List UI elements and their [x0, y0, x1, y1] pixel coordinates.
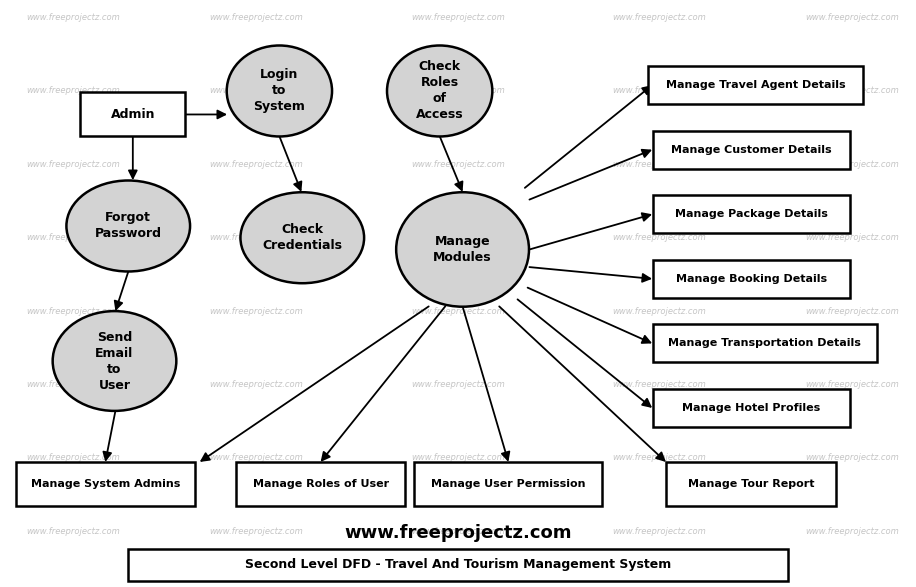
Text: www.freeprojectz.com: www.freeprojectz.com: [210, 86, 303, 96]
Text: www.freeprojectz.com: www.freeprojectz.com: [210, 13, 303, 22]
FancyBboxPatch shape: [16, 463, 195, 506]
Text: www.freeprojectz.com: www.freeprojectz.com: [27, 160, 120, 169]
Text: www.freeprojectz.com: www.freeprojectz.com: [27, 233, 120, 242]
Text: www.freeprojectz.com: www.freeprojectz.com: [805, 527, 899, 536]
Text: Admin: Admin: [111, 108, 155, 121]
Text: www.freeprojectz.com: www.freeprojectz.com: [613, 453, 706, 463]
Ellipse shape: [52, 311, 176, 411]
Text: Second Level DFD - Travel And Tourism Management System: Second Level DFD - Travel And Tourism Ma…: [245, 558, 671, 571]
FancyBboxPatch shape: [652, 195, 849, 233]
FancyBboxPatch shape: [652, 389, 849, 427]
Text: www.freeprojectz.com: www.freeprojectz.com: [805, 380, 899, 389]
FancyBboxPatch shape: [652, 130, 849, 169]
Text: Manage Travel Agent Details: Manage Travel Agent Details: [666, 80, 845, 90]
Text: www.freeprojectz.com: www.freeprojectz.com: [411, 13, 505, 22]
Text: Manage Transportation Details: Manage Transportation Details: [669, 338, 861, 349]
Text: www.freeprojectz.com: www.freeprojectz.com: [210, 527, 303, 536]
Text: www.freeprojectz.com: www.freeprojectz.com: [613, 86, 706, 96]
Text: www.freeprojectz.com: www.freeprojectz.com: [411, 453, 505, 463]
Text: www.freeprojectz.com: www.freeprojectz.com: [805, 306, 899, 316]
Text: www.freeprojectz.com: www.freeprojectz.com: [411, 380, 505, 389]
Text: Send
Email
to
User: Send Email to User: [95, 330, 134, 392]
Text: www.freeprojectz.com: www.freeprojectz.com: [411, 527, 505, 536]
Text: Manage
Modules: Manage Modules: [433, 235, 492, 264]
Text: Manage Tour Report: Manage Tour Report: [688, 479, 814, 490]
Text: www.freeprojectz.com: www.freeprojectz.com: [344, 524, 572, 542]
Text: www.freeprojectz.com: www.freeprojectz.com: [613, 160, 706, 169]
Ellipse shape: [66, 181, 191, 271]
Text: www.freeprojectz.com: www.freeprojectz.com: [27, 86, 120, 96]
Text: Manage Roles of User: Manage Roles of User: [253, 479, 388, 490]
Text: Manage Package Details: Manage Package Details: [675, 209, 827, 220]
FancyBboxPatch shape: [666, 463, 835, 506]
Text: www.freeprojectz.com: www.freeprojectz.com: [411, 160, 505, 169]
Text: Manage System Admins: Manage System Admins: [30, 479, 180, 490]
FancyBboxPatch shape: [649, 66, 863, 104]
Text: Check
Roles
of
Access: Check Roles of Access: [416, 60, 463, 122]
Ellipse shape: [387, 46, 493, 137]
Text: www.freeprojectz.com: www.freeprojectz.com: [613, 306, 706, 316]
Text: www.freeprojectz.com: www.freeprojectz.com: [805, 160, 899, 169]
Text: Login
to
System: Login to System: [254, 69, 305, 113]
FancyBboxPatch shape: [128, 548, 788, 581]
Text: www.freeprojectz.com: www.freeprojectz.com: [411, 86, 505, 96]
Text: www.freeprojectz.com: www.freeprojectz.com: [27, 13, 120, 22]
Ellipse shape: [226, 46, 332, 137]
Text: www.freeprojectz.com: www.freeprojectz.com: [27, 380, 120, 389]
FancyBboxPatch shape: [652, 259, 849, 298]
Text: www.freeprojectz.com: www.freeprojectz.com: [210, 160, 303, 169]
Ellipse shape: [396, 193, 529, 307]
Text: www.freeprojectz.com: www.freeprojectz.com: [411, 306, 505, 316]
Text: www.freeprojectz.com: www.freeprojectz.com: [411, 233, 505, 242]
Ellipse shape: [240, 193, 365, 284]
FancyBboxPatch shape: [235, 463, 405, 506]
FancyBboxPatch shape: [80, 92, 185, 136]
Text: Manage User Permission: Manage User Permission: [431, 479, 585, 490]
Text: www.freeprojectz.com: www.freeprojectz.com: [805, 453, 899, 463]
Text: Manage Hotel Profiles: Manage Hotel Profiles: [682, 403, 820, 413]
Text: www.freeprojectz.com: www.freeprojectz.com: [27, 453, 120, 463]
Text: www.freeprojectz.com: www.freeprojectz.com: [210, 453, 303, 463]
Text: www.freeprojectz.com: www.freeprojectz.com: [613, 380, 706, 389]
Text: www.freeprojectz.com: www.freeprojectz.com: [27, 527, 120, 536]
Text: Forgot
Password: Forgot Password: [94, 211, 162, 241]
Text: Check
Credentials: Check Credentials: [262, 223, 343, 252]
Text: www.freeprojectz.com: www.freeprojectz.com: [805, 86, 899, 96]
Text: www.freeprojectz.com: www.freeprojectz.com: [27, 306, 120, 316]
Text: www.freeprojectz.com: www.freeprojectz.com: [805, 13, 899, 22]
Text: www.freeprojectz.com: www.freeprojectz.com: [210, 380, 303, 389]
FancyBboxPatch shape: [415, 463, 603, 506]
Text: www.freeprojectz.com: www.freeprojectz.com: [613, 527, 706, 536]
Text: www.freeprojectz.com: www.freeprojectz.com: [613, 13, 706, 22]
Text: www.freeprojectz.com: www.freeprojectz.com: [210, 233, 303, 242]
FancyBboxPatch shape: [652, 325, 877, 363]
Text: www.freeprojectz.com: www.freeprojectz.com: [210, 306, 303, 316]
Text: www.freeprojectz.com: www.freeprojectz.com: [805, 233, 899, 242]
Text: Manage Booking Details: Manage Booking Details: [676, 274, 826, 284]
Text: www.freeprojectz.com: www.freeprojectz.com: [613, 233, 706, 242]
Text: Manage Customer Details: Manage Customer Details: [671, 144, 832, 155]
